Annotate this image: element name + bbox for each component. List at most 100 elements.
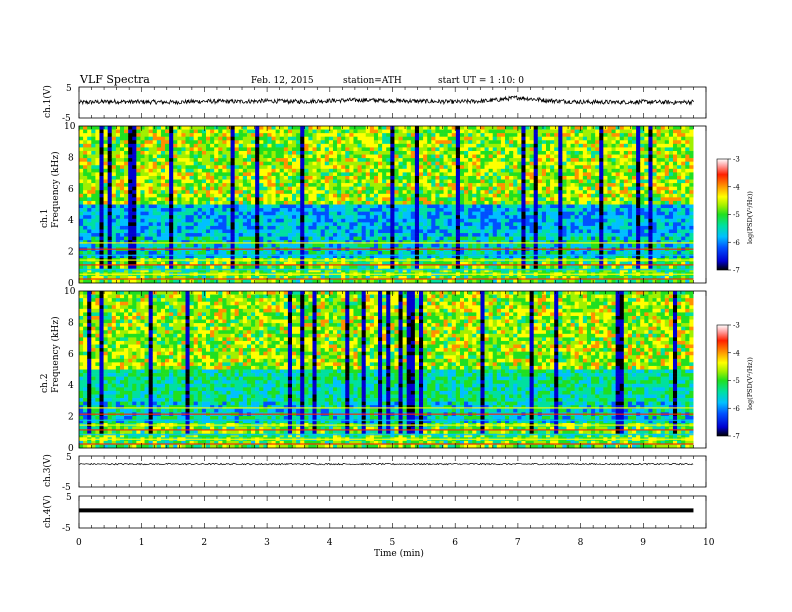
spectrogram-cell bbox=[201, 179, 207, 184]
spectrogram-cell bbox=[156, 136, 162, 141]
spectrogram-cell bbox=[91, 183, 96, 187]
spectrogram-cell bbox=[312, 218, 317, 223]
spectrogram-cell bbox=[320, 233, 326, 237]
spectrogram-cell bbox=[427, 215, 432, 220]
spectrogram-cell bbox=[373, 240, 379, 245]
spectrogram-cell bbox=[529, 172, 534, 177]
spectrogram-cell bbox=[476, 158, 481, 162]
spectrogram-cell bbox=[119, 179, 125, 184]
spectrogram-cell bbox=[398, 133, 403, 138]
spectrogram-cell bbox=[435, 243, 440, 248]
spectrogram-cell bbox=[353, 179, 358, 184]
spectrogram-cell bbox=[140, 175, 145, 180]
spectrogram-cell bbox=[476, 200, 481, 205]
spectrogram-cell bbox=[472, 229, 477, 234]
spectrogram-cell bbox=[332, 133, 338, 138]
spectrogram-cell bbox=[443, 190, 448, 195]
spectrogram-cell bbox=[316, 133, 321, 138]
spectrogram-cell bbox=[496, 243, 502, 248]
spectrogram-cell bbox=[246, 126, 252, 130]
spectrogram-cell bbox=[435, 183, 440, 187]
spectrogram-cell bbox=[230, 193, 235, 198]
spectrogram-cell bbox=[132, 154, 137, 159]
spectrogram-cell bbox=[365, 225, 371, 230]
spectrogram-cell bbox=[361, 129, 367, 134]
spectrogram-cell bbox=[337, 150, 342, 155]
spectrogram-cell bbox=[324, 275, 330, 280]
spectrogram-cell bbox=[79, 154, 84, 159]
spectrogram-cell bbox=[390, 158, 395, 162]
spectrogram-cell bbox=[107, 154, 113, 159]
spectrogram-cell bbox=[464, 126, 469, 130]
spectrogram-cell bbox=[337, 222, 342, 227]
spectrogram-cell bbox=[197, 143, 203, 148]
spectrogram-cell bbox=[521, 165, 526, 170]
spectrogram-cell bbox=[451, 225, 457, 230]
spectrogram-cell bbox=[320, 193, 326, 198]
spectrogram-cell bbox=[255, 279, 260, 284]
spectrogram-cell bbox=[472, 240, 477, 245]
spectrogram-cell bbox=[349, 197, 354, 202]
spectrogram-cell bbox=[431, 218, 436, 223]
spectrogram-cell bbox=[132, 190, 137, 195]
spectrogram-cell bbox=[324, 208, 330, 212]
spectrogram-cell bbox=[357, 183, 362, 187]
spectrogram-cell bbox=[144, 175, 149, 180]
spectrogram-cell bbox=[431, 222, 436, 227]
spectrogram-cell bbox=[398, 126, 403, 130]
spectrogram-cell bbox=[427, 136, 432, 141]
spectrogram-cell bbox=[332, 218, 338, 223]
spectrogram-cell bbox=[410, 133, 416, 138]
spectrogram-cell bbox=[115, 161, 121, 166]
spectrogram-cell bbox=[517, 208, 522, 212]
spectrogram-cell bbox=[128, 158, 133, 162]
spectrogram-cell bbox=[337, 168, 342, 173]
spectrogram-cell bbox=[115, 208, 121, 212]
spectrogram-cell bbox=[205, 129, 211, 134]
spectrogram-cell bbox=[468, 240, 473, 245]
spectrogram-cell bbox=[251, 243, 256, 248]
spectrogram-cell bbox=[140, 268, 145, 273]
spectrogram-cell bbox=[390, 179, 395, 184]
spectrogram-cell bbox=[79, 215, 84, 220]
spectrogram-cell bbox=[107, 215, 113, 220]
spectrogram-cell bbox=[521, 172, 526, 177]
spectrogram-cell bbox=[169, 208, 174, 212]
spectrogram-cell bbox=[95, 190, 100, 195]
spectrogram-cell bbox=[447, 126, 453, 130]
spectrogram-cell bbox=[357, 158, 362, 162]
spectrogram-cell bbox=[91, 261, 96, 266]
spectrogram-cell bbox=[181, 261, 186, 266]
spectrogram-cell bbox=[205, 211, 211, 216]
spectrogram-cell bbox=[107, 136, 113, 141]
spectrogram-cell bbox=[312, 150, 317, 155]
spectrogram-cell bbox=[496, 236, 502, 241]
spectrogram-cell bbox=[271, 140, 276, 145]
spectrogram-cell bbox=[230, 140, 235, 145]
spectrogram-cell bbox=[201, 190, 207, 195]
spectrogram-cell bbox=[275, 200, 281, 205]
spectrogram-cell bbox=[378, 190, 383, 195]
spectrogram-cell bbox=[91, 218, 96, 223]
spectrogram-cell bbox=[451, 129, 457, 134]
spectrogram-cell bbox=[341, 154, 346, 159]
spectrogram-cell bbox=[99, 172, 104, 177]
spectrogram-cell bbox=[517, 261, 522, 266]
spectrogram-cell bbox=[95, 211, 100, 216]
spectrogram-cell bbox=[119, 243, 125, 248]
spectrogram-cell bbox=[382, 236, 387, 241]
spectrogram-cell bbox=[529, 183, 534, 187]
spectrogram-cell bbox=[369, 240, 375, 245]
spectrogram-cell bbox=[357, 211, 362, 216]
spectrogram-cell bbox=[218, 233, 223, 237]
spectrogram-cell bbox=[197, 175, 203, 180]
spectrogram-cell bbox=[181, 236, 186, 241]
spectrogram-cell bbox=[509, 140, 514, 145]
spectrogram-cell bbox=[136, 143, 141, 148]
spectrogram-cell bbox=[328, 193, 334, 198]
spectrogram-cell bbox=[103, 275, 108, 280]
spectrogram-cell bbox=[382, 279, 387, 284]
spectrogram-cell bbox=[312, 254, 317, 259]
spectrogram-cell bbox=[349, 204, 354, 209]
spectrogram-cell bbox=[169, 233, 174, 237]
